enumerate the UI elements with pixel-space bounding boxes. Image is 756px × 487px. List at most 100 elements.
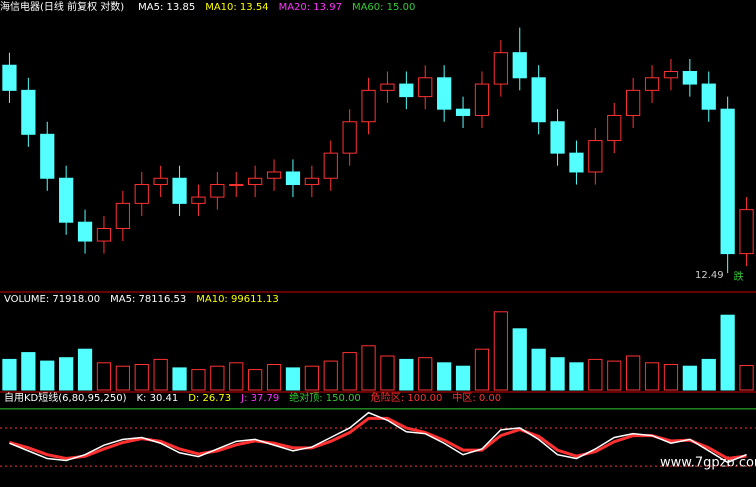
volume-bar xyxy=(720,314,735,391)
candle-body xyxy=(663,71,679,79)
kd-line xyxy=(9,416,747,461)
candle-body xyxy=(172,177,187,204)
legend-item: 危险区: 100.00 xyxy=(371,391,443,404)
candle-body xyxy=(739,209,754,255)
volume-bar xyxy=(626,355,641,391)
volume-bar xyxy=(550,357,565,391)
volume-bar xyxy=(172,367,187,391)
candle-body xyxy=(342,121,357,154)
volume-bar xyxy=(493,311,508,391)
candle-body xyxy=(682,71,697,85)
candle-body xyxy=(569,152,584,173)
candle-body xyxy=(644,77,660,91)
volume-bar xyxy=(399,358,414,391)
volume-bar xyxy=(248,369,263,391)
legend-item: MA5: 13.85 xyxy=(138,2,195,13)
volume-bar xyxy=(304,365,319,391)
legend-item: 自用KD短线(6,80,95,250) xyxy=(4,391,127,404)
volume-bar xyxy=(455,365,471,391)
legend-item: 绝对顶: 150.00 xyxy=(289,391,361,404)
volume-bar xyxy=(663,364,679,391)
candle-body xyxy=(361,89,376,123)
candle-body xyxy=(229,184,244,187)
candle-body xyxy=(418,77,433,98)
candle-body xyxy=(77,221,93,242)
volume-bar xyxy=(361,345,376,391)
volume-bar xyxy=(342,352,357,391)
volume-bar xyxy=(418,357,433,391)
candle-body xyxy=(512,52,527,79)
candle-body xyxy=(210,184,225,198)
volume-bar xyxy=(266,364,282,391)
volume-bar xyxy=(739,365,754,391)
legend-item: MA10: 13.54 xyxy=(205,2,268,13)
low-label: 12.49 xyxy=(695,270,724,281)
volume-bar xyxy=(531,348,546,391)
volume-bar xyxy=(607,360,622,391)
volume-bar xyxy=(191,369,206,391)
candle-body xyxy=(607,114,622,142)
legend-item: VOLUME: 71918.00 xyxy=(4,294,100,305)
candle-body xyxy=(134,184,149,204)
candle-body xyxy=(59,177,74,223)
candle-body xyxy=(285,171,301,186)
candle-body xyxy=(550,121,565,154)
volume-bar xyxy=(115,365,130,391)
candle-body xyxy=(266,171,282,179)
candle-body xyxy=(380,83,395,91)
legend-item: 中区: 0.00 xyxy=(452,391,501,404)
candle-body xyxy=(153,177,168,186)
volume-bar xyxy=(2,358,17,391)
candle-body xyxy=(115,202,130,229)
chart-title: 海信电器(日线 前复权 对数) xyxy=(0,0,124,13)
volume-bar xyxy=(21,352,36,391)
volume-bar xyxy=(474,348,490,391)
volume-bar xyxy=(153,358,168,391)
candle-body xyxy=(40,133,55,179)
volume-bar xyxy=(134,364,149,391)
candle-body xyxy=(437,77,452,110)
candle-body xyxy=(701,83,716,110)
kd-line xyxy=(9,411,747,464)
legend-item: MA10: 99611.13 xyxy=(196,294,278,305)
volume-bar xyxy=(96,362,112,391)
candle-body xyxy=(304,177,319,186)
volume-bar xyxy=(285,367,301,391)
candle-body xyxy=(248,177,263,186)
candle-body xyxy=(399,83,414,98)
legend-item: K: 30.41 xyxy=(137,393,179,404)
candle-body xyxy=(626,89,641,116)
volume-bar xyxy=(229,362,244,391)
volume-bar xyxy=(323,360,338,391)
volume-bar xyxy=(588,358,603,391)
signal-marker: 跌 xyxy=(734,270,744,283)
candle-body xyxy=(191,196,206,204)
volume-bar xyxy=(40,360,55,391)
legend-item: J: 37.79 xyxy=(240,393,279,404)
candle-body xyxy=(323,152,338,179)
volume-bar xyxy=(644,362,660,391)
candle-body xyxy=(720,108,735,255)
candle-body xyxy=(2,64,17,91)
legend-item: D: 26.73 xyxy=(188,393,231,404)
volume-bar xyxy=(77,348,93,391)
candle-body xyxy=(531,77,546,123)
volume-bar xyxy=(682,365,697,391)
legend-item: MA20: 13.97 xyxy=(279,2,342,13)
candle-body xyxy=(588,140,603,173)
volume-bar xyxy=(210,365,225,391)
legend-item: MA60: 15.00 xyxy=(352,2,415,13)
volume-bar xyxy=(380,355,395,391)
candle-body xyxy=(493,52,508,85)
volume-bar xyxy=(701,358,716,391)
candle-body xyxy=(96,227,112,242)
candle-body xyxy=(474,83,490,116)
volume-bar xyxy=(569,362,584,391)
volume-bar xyxy=(512,328,527,391)
volume-bar xyxy=(59,357,74,391)
legend-item: MA5: 78116.53 xyxy=(110,294,186,305)
volume-bar xyxy=(437,362,452,391)
candle-body xyxy=(21,89,36,135)
